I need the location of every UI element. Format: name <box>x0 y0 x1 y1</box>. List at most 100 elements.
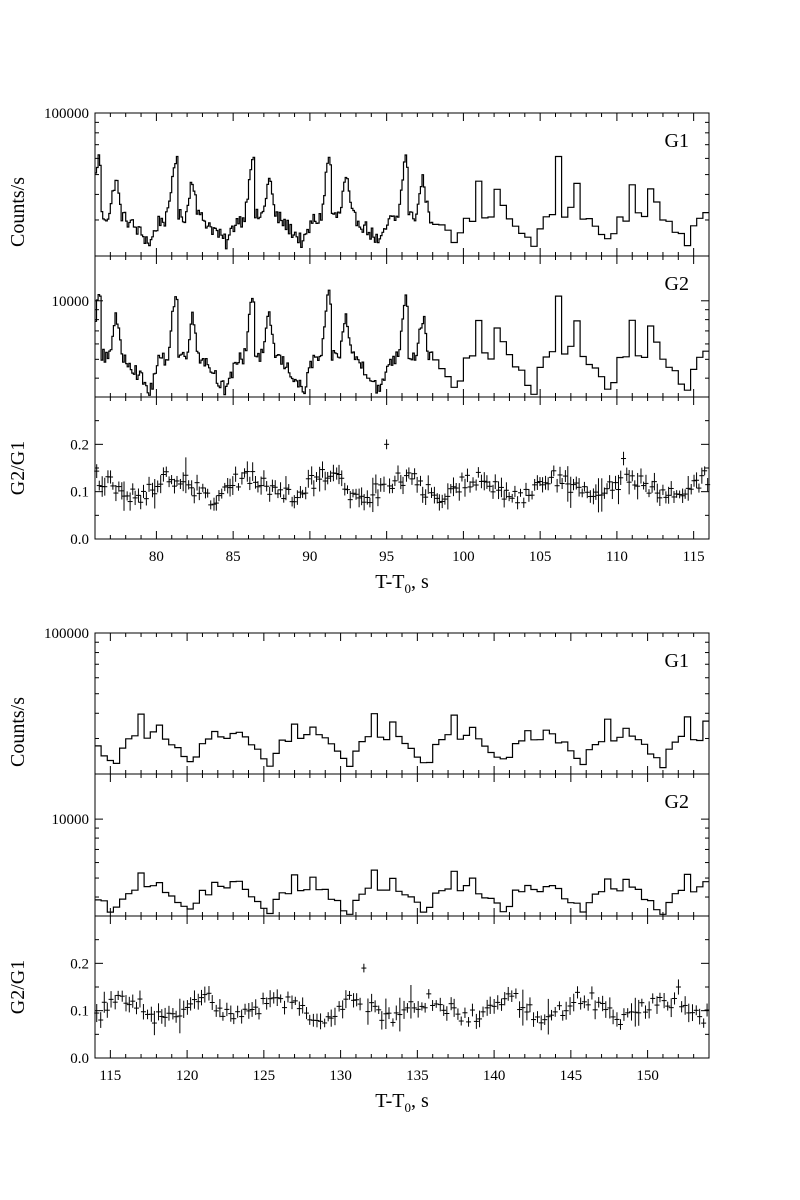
panel-ratio: 0.0 0.1 0.2 G2/G1 <box>7 396 711 548</box>
data-point <box>189 480 195 496</box>
data-point <box>578 997 584 1010</box>
data-point <box>428 487 434 498</box>
y-axis-label-ratio: G2/G1 <box>7 441 29 495</box>
data-point <box>657 992 663 1003</box>
data-point <box>693 1005 699 1016</box>
data-point <box>102 477 108 496</box>
data-point <box>205 488 211 498</box>
data-point <box>705 478 711 492</box>
data-point <box>177 478 183 489</box>
x-tick-label: 130 <box>329 1068 352 1084</box>
data-point <box>160 467 166 482</box>
series-line-g1 <box>95 713 709 769</box>
data-point <box>367 497 373 508</box>
data-point <box>304 1007 310 1020</box>
data-point <box>554 478 560 493</box>
data-point <box>163 466 169 477</box>
data-point <box>242 468 248 478</box>
data-point <box>506 492 512 502</box>
data-point <box>646 489 652 498</box>
panel-frame <box>94 632 710 775</box>
data-point <box>562 470 568 483</box>
data-point <box>166 476 172 488</box>
data-point <box>668 481 674 496</box>
data-point <box>422 1002 428 1013</box>
data-point <box>183 457 189 494</box>
data-point <box>278 994 284 1003</box>
data-point <box>661 993 667 1009</box>
data-point <box>448 997 454 1011</box>
data-point <box>430 1000 436 1011</box>
data-point <box>224 1002 230 1017</box>
data-point <box>543 475 549 490</box>
data-point <box>285 991 291 1003</box>
data-point <box>604 483 610 495</box>
data-point <box>322 1018 328 1028</box>
data-point <box>643 474 649 493</box>
data-point <box>383 998 389 1030</box>
data-point <box>278 482 284 498</box>
data-point <box>617 1019 623 1030</box>
data-point <box>646 1001 652 1019</box>
y-tick-label: 100000 <box>44 106 89 122</box>
data-point <box>361 494 367 511</box>
panel-frame <box>94 915 710 1059</box>
data-point <box>657 489 663 507</box>
data-point <box>376 1005 382 1015</box>
data-point <box>576 478 582 497</box>
data-point <box>455 1008 461 1020</box>
data-point <box>369 993 375 1012</box>
data-point <box>613 475 619 490</box>
data-point <box>509 493 515 503</box>
x-tick-label: 135 <box>406 1068 429 1084</box>
data-point <box>524 1003 530 1021</box>
data-point <box>436 494 442 511</box>
data-point <box>666 486 672 504</box>
data-point <box>319 461 325 478</box>
series-line-g1 <box>95 154 709 250</box>
data-point <box>671 490 677 503</box>
data-point <box>177 998 183 1034</box>
data-point <box>339 470 345 487</box>
data-point <box>370 477 376 513</box>
data-point <box>272 480 278 495</box>
data-point <box>492 474 498 490</box>
data-point <box>219 488 225 499</box>
data-point <box>592 1000 598 1020</box>
data-point <box>663 491 669 504</box>
data-point <box>330 464 336 482</box>
data-point <box>563 1001 569 1020</box>
data-point <box>332 1007 338 1026</box>
data-point <box>523 482 529 496</box>
data-point <box>401 1000 407 1019</box>
data-point <box>98 1012 104 1028</box>
data-point <box>567 997 573 1015</box>
data-point <box>517 488 523 497</box>
data-point <box>196 486 202 501</box>
data-point <box>521 497 527 508</box>
y-tick-label: 0.0 <box>70 1051 89 1067</box>
data-point <box>108 470 114 484</box>
panel-label-g1: G1 <box>665 650 689 672</box>
data-point <box>206 986 212 1001</box>
data-point <box>186 480 192 490</box>
data-point <box>113 485 119 502</box>
data-point <box>158 475 164 494</box>
data-point <box>491 998 497 1014</box>
data-point <box>336 464 342 485</box>
data-point <box>328 1009 334 1027</box>
data-point <box>495 995 501 1010</box>
data-point <box>462 478 468 497</box>
data-point <box>156 1003 162 1021</box>
data-point <box>239 472 245 485</box>
data-point <box>665 1001 671 1011</box>
data-point <box>347 490 353 509</box>
x-tick-label: 145 <box>560 1068 583 1084</box>
data-point <box>404 1003 410 1013</box>
data-point <box>621 1008 627 1021</box>
data-point <box>548 471 554 484</box>
data-point <box>267 990 273 1008</box>
data-point <box>411 1003 417 1013</box>
data-point <box>283 476 289 501</box>
data-point <box>649 480 655 493</box>
